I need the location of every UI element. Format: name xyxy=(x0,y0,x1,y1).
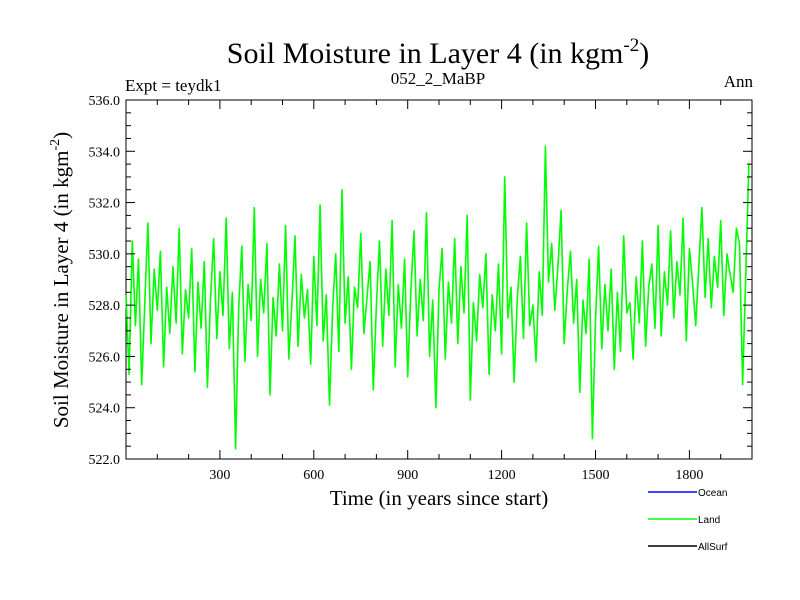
subtitle-right: Ann xyxy=(724,72,754,91)
y-axis-label: Soil Moisture in Layer 4 (in kgm-2) xyxy=(48,132,73,428)
x-tick-label: 600 xyxy=(303,468,324,483)
y-tick-label: 534.0 xyxy=(89,145,121,160)
y-axis-label-close: ) xyxy=(49,132,73,139)
chart-title-text: Soil Moisture in Layer 4 (in kgm xyxy=(227,37,624,70)
y-tick-label: 536.0 xyxy=(89,94,121,109)
y-tick-label: 532.0 xyxy=(89,197,121,212)
x-tick-label: 1800 xyxy=(675,468,703,483)
x-axis-label: Time (in years since start) xyxy=(330,486,549,510)
y-tick-label: 522.0 xyxy=(89,453,121,468)
chart-title-superscript: -2 xyxy=(623,35,639,56)
x-tick-label: 1500 xyxy=(582,468,610,483)
series-line-land xyxy=(125,145,750,450)
ticks-group: 300 600 900 1200 1500 1800 522.0 524.0 526.0 528.… xyxy=(89,94,752,483)
y-tick-label: 526.0 xyxy=(89,350,121,365)
y-tick-label: 528.0 xyxy=(89,299,121,314)
legend-label-ocean: Ocean xyxy=(698,488,727,499)
subtitle-left: Expt = teydk1 xyxy=(125,76,221,95)
chart-title: Soil Moisture in Layer 4 (in kgm-2) xyxy=(227,35,649,70)
y-tick-label: 524.0 xyxy=(89,402,121,417)
y-axis-label-text: Soil Moisture in Layer 4 (in kgm xyxy=(49,151,73,429)
legend: Ocean Land AllSurf xyxy=(648,488,728,553)
x-tick-label: 300 xyxy=(209,468,230,483)
x-tick-label: 1200 xyxy=(488,468,516,483)
chart-title-close: ) xyxy=(639,37,649,70)
legend-label-land: Land xyxy=(698,515,720,526)
subtitle-center: 052_2_MaBP xyxy=(391,69,485,88)
series-group xyxy=(125,145,750,450)
y-tick-label: 530.0 xyxy=(89,248,121,263)
y-axis-label-superscript: -2 xyxy=(48,139,63,151)
x-tick-label: 900 xyxy=(397,468,418,483)
legend-label-allsurf: AllSurf xyxy=(698,542,728,553)
